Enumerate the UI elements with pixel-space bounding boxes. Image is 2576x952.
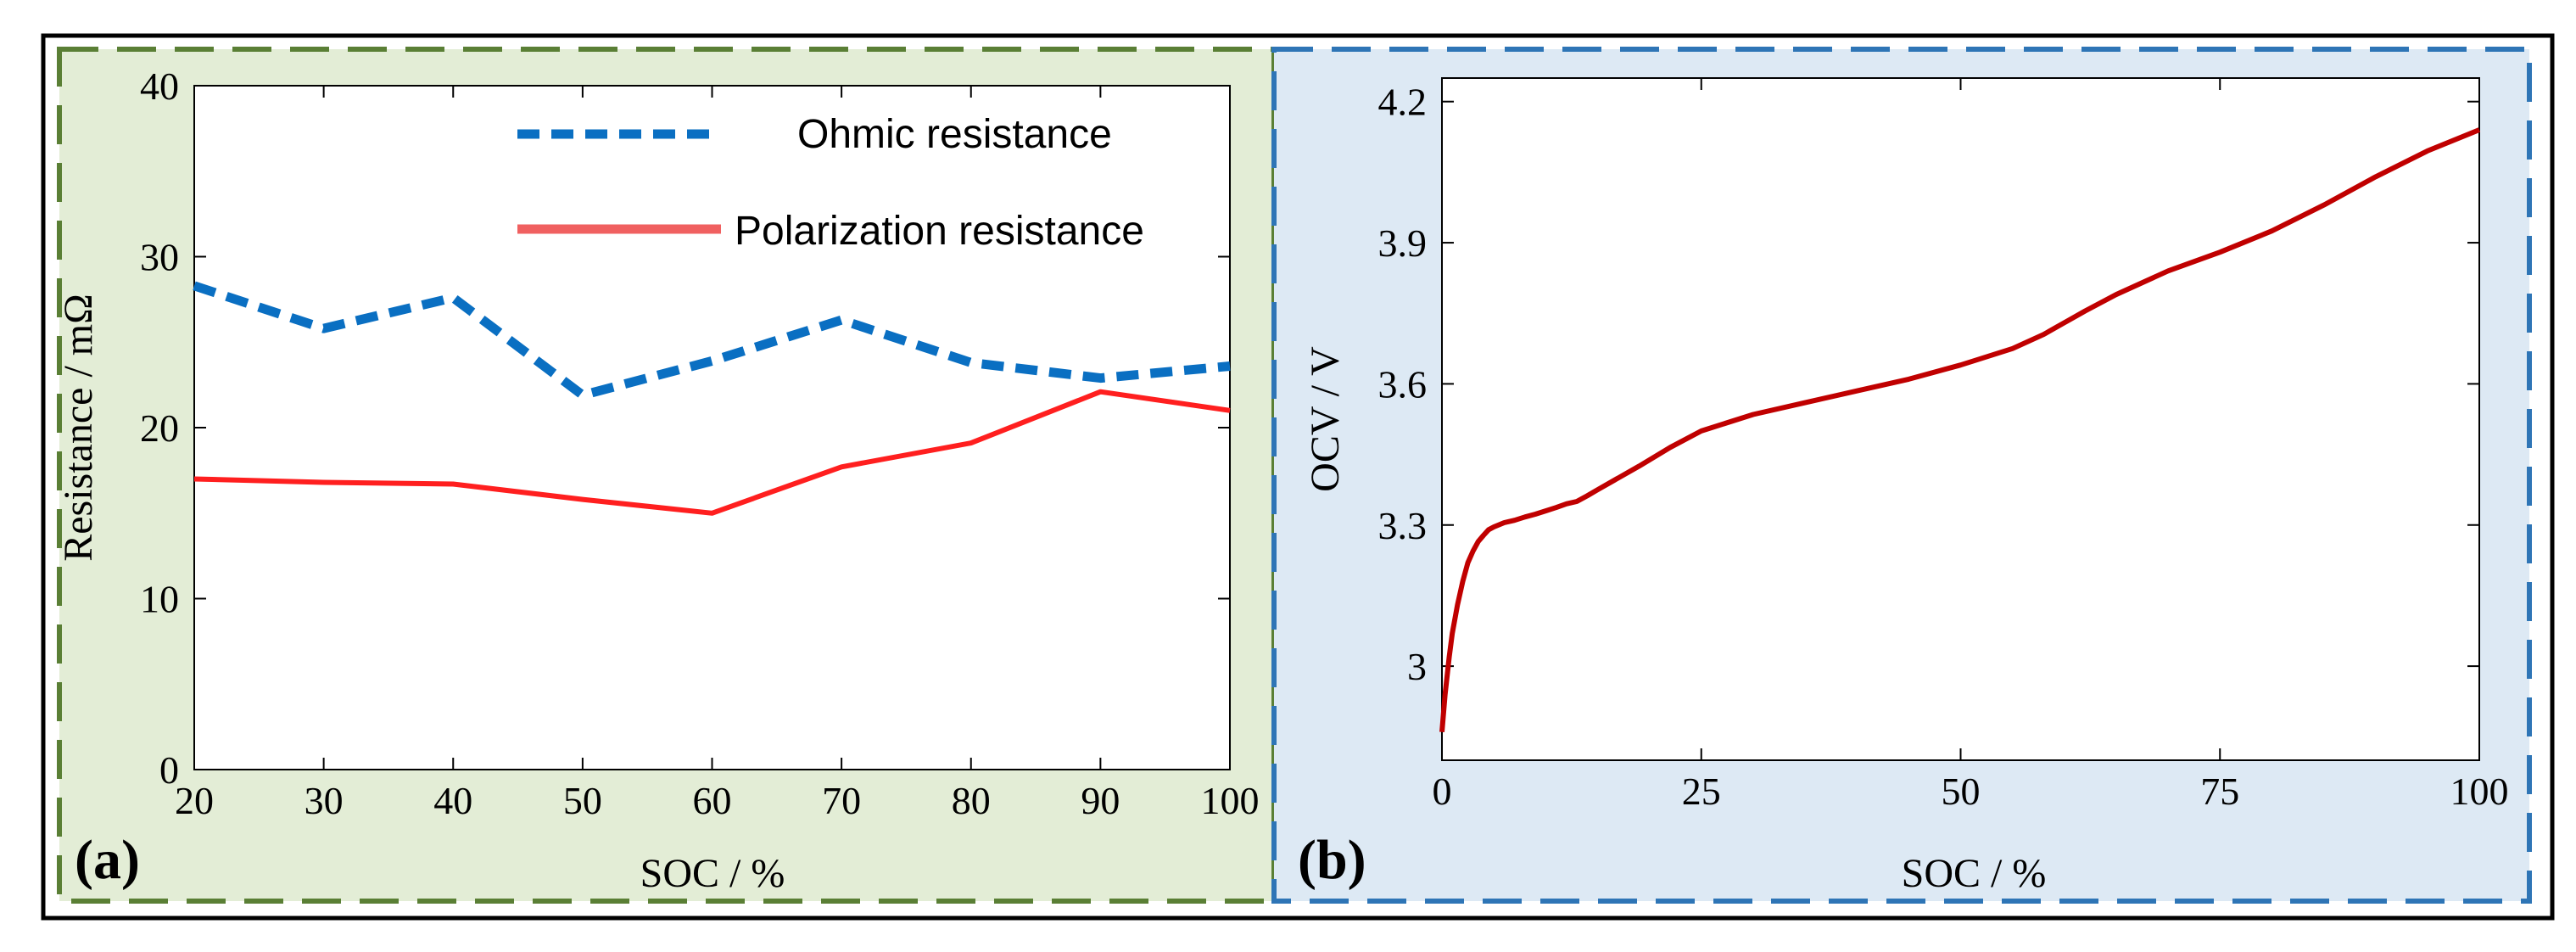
y-axis-label-a: Resistance / mΩ [56, 294, 101, 562]
series-line-ocv [1439, 127, 2481, 732]
chart-a: 20 30 40 50 60 70 80 90 100 0 10 20 30 40 Resistance … [56, 64, 1260, 896]
y-tick-label: 10 [140, 578, 179, 621]
panel-label-a: (a) [75, 829, 140, 891]
x-tick-label: 100 [2450, 770, 2509, 813]
legend-ohmic-label: Ohmic resistance [797, 112, 1112, 157]
x-tick-label: 80 [952, 779, 991, 822]
y-tick-label: 20 [140, 406, 179, 450]
y-tick-label: 3 [1407, 645, 1427, 688]
y-tick-label: 4.2 [1378, 81, 1428, 124]
series-line-polarization-resistance [193, 389, 1231, 516]
x-tick-label: 40 [433, 779, 472, 822]
y-tick-label: 3.9 [1378, 221, 1428, 265]
y-tick-label: 0 [159, 748, 179, 792]
x-axis-label-a: SOC / % [640, 851, 785, 896]
y-tick-label: 40 [140, 64, 179, 108]
series-line-ohmic-resistance [193, 281, 1231, 400]
x-tick-label: 70 [822, 779, 861, 822]
x-tick-label: 50 [1942, 770, 1981, 813]
x-tick-label: 0 [1433, 770, 1452, 813]
y-tick-label: 30 [140, 236, 179, 279]
outer-frame [41, 33, 2555, 921]
plot-area-b [1441, 77, 2480, 761]
x-tick-label: 30 [305, 779, 344, 822]
x-tick-label: 60 [693, 779, 732, 822]
legend-a: Ohmic resistance Polarization resistance [517, 112, 1144, 254]
x-axis-label-b: SOC / % [1902, 851, 2047, 896]
panel-label-b: (b) [1298, 829, 1366, 891]
y-tick-label: 3.3 [1378, 504, 1428, 547]
x-tick-label: 75 [2200, 770, 2239, 813]
x-tick-label: 25 [1682, 770, 1721, 813]
y-tick-label: 3.6 [1378, 362, 1428, 406]
plot-area-a [193, 85, 1231, 770]
y-axis-label-b: OCV / V [1303, 346, 1348, 492]
legend-polarization-label: Polarization resistance [735, 209, 1144, 254]
x-tick-label: 100 [1201, 779, 1260, 822]
x-tick-label: 20 [175, 779, 214, 822]
x-tick-label: 50 [563, 779, 602, 822]
x-tick-label: 90 [1081, 779, 1120, 822]
